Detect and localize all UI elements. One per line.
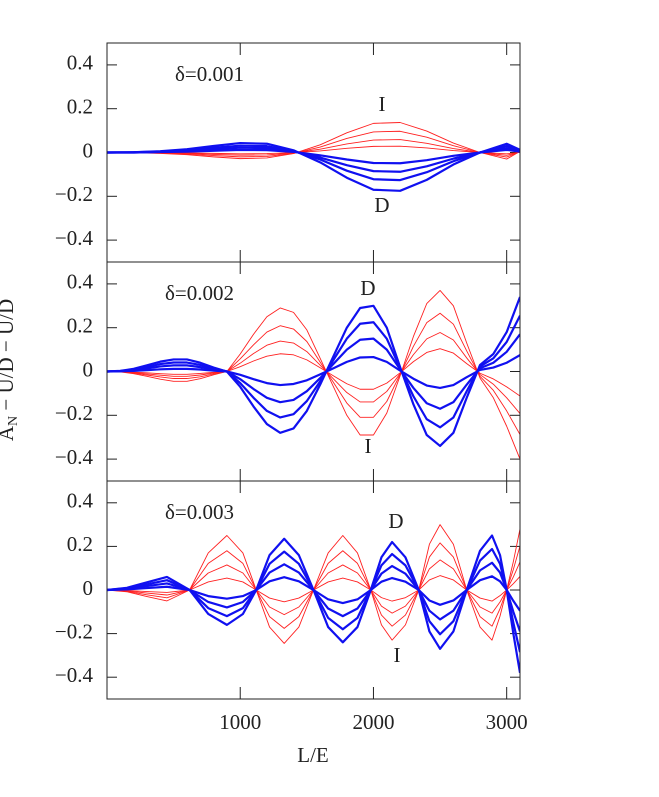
y-tick-label: 0.4 bbox=[67, 51, 94, 75]
data-line bbox=[107, 524, 520, 644]
y-tick-label: 0 bbox=[83, 138, 94, 162]
data-line bbox=[107, 332, 520, 414]
y-tick-label: 0.2 bbox=[67, 314, 93, 338]
annotation: δ=0.001 bbox=[175, 62, 244, 86]
y-label-sub: N bbox=[6, 416, 21, 426]
panel-frame bbox=[106, 480, 521, 700]
data-line bbox=[107, 547, 520, 653]
data-line bbox=[107, 333, 520, 410]
y-tick-label: 0.4 bbox=[67, 270, 94, 294]
annotation: D bbox=[374, 193, 389, 217]
data-line bbox=[107, 575, 520, 603]
y-tick-label: −0.2 bbox=[55, 401, 93, 425]
y-label-rest: − U/D − U/D bbox=[0, 299, 18, 416]
data-line bbox=[107, 542, 520, 629]
y-tick-label: −0.4 bbox=[55, 226, 94, 250]
data-line bbox=[107, 130, 520, 158]
data-line bbox=[107, 559, 520, 616]
y-tick-label: 0 bbox=[83, 576, 94, 600]
x-axis-label: L/E bbox=[297, 743, 329, 767]
annotation: I bbox=[365, 434, 372, 458]
y-tick-label: 0.2 bbox=[67, 532, 93, 556]
annotation: D bbox=[388, 509, 403, 533]
y-tick-label: −0.4 bbox=[55, 663, 94, 687]
annotation: δ=0.002 bbox=[165, 281, 234, 305]
data-line bbox=[107, 315, 520, 429]
x-tick-label: 1000 bbox=[219, 710, 261, 734]
data-line bbox=[107, 354, 520, 390]
data-line bbox=[107, 148, 520, 165]
y-tick-label: −0.2 bbox=[55, 619, 93, 643]
data-line bbox=[107, 561, 520, 632]
annotation: I bbox=[379, 92, 386, 116]
y-tick-label: 0.2 bbox=[67, 95, 93, 119]
data-line bbox=[107, 534, 520, 674]
data-line bbox=[107, 348, 520, 397]
x-tick-label: 3000 bbox=[486, 710, 528, 734]
data-line bbox=[107, 296, 520, 448]
y-tick-label: −0.4 bbox=[55, 445, 94, 469]
data-line bbox=[107, 575, 520, 612]
annotation: I bbox=[394, 643, 401, 667]
y-tick-label: 0 bbox=[83, 357, 94, 381]
y-label-main: A bbox=[0, 425, 18, 441]
data-line bbox=[107, 290, 520, 460]
y-tick-label: −0.2 bbox=[55, 182, 93, 206]
annotation: δ=0.003 bbox=[165, 500, 234, 524]
annotation: D bbox=[360, 276, 375, 300]
y-tick-label: 0.4 bbox=[67, 489, 94, 513]
x-tick-label: 2000 bbox=[352, 710, 394, 734]
data-line bbox=[107, 312, 520, 435]
y-axis-label: AN − U/D − U/D bbox=[0, 299, 21, 441]
data-line bbox=[107, 122, 520, 160]
